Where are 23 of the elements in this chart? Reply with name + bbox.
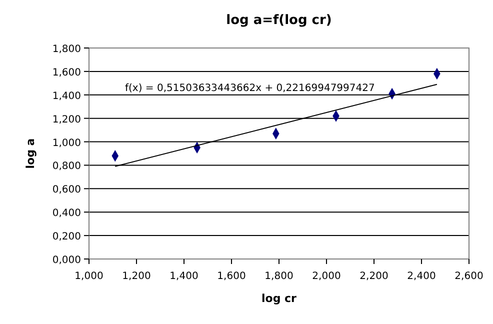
x-tick-label: 2,600 [454,271,484,282]
x-tick-label: 2,000 [312,271,341,282]
y-tick-label: 0,800 [52,161,81,172]
x-tick-label: 1,600 [217,271,246,282]
x-tick-label: 1,800 [264,271,294,282]
y-axis-title: log a [24,138,37,169]
x-tick-label: 1,200 [122,271,151,282]
y-tick-label: 1,400 [52,90,81,102]
x-tick-label: 1,000 [74,271,104,282]
x-tick-label: 2,200 [360,271,388,282]
x-tick-label: 1,400 [170,271,198,282]
x-tick-label: 2,400 [407,271,436,282]
annotation: f(x) = 0,51503633443662x + 0,22169947997427 [125,83,375,94]
y-tick-label: 1,800 [52,44,81,55]
y-tick-label: 1,600 [52,67,81,78]
y-tick-label: 0,600 [52,184,81,196]
y-tick-label: 0,400 [52,208,81,220]
y-tick-label: 0,000 [52,255,81,266]
chart-title: log a=f(log cr) [226,13,332,28]
x-axis-title: log cr [262,292,298,305]
y-tick-label: 0,200 [52,232,81,243]
y-tick-label: 1,000 [52,138,81,149]
y-tick-label: 1,200 [52,114,81,126]
